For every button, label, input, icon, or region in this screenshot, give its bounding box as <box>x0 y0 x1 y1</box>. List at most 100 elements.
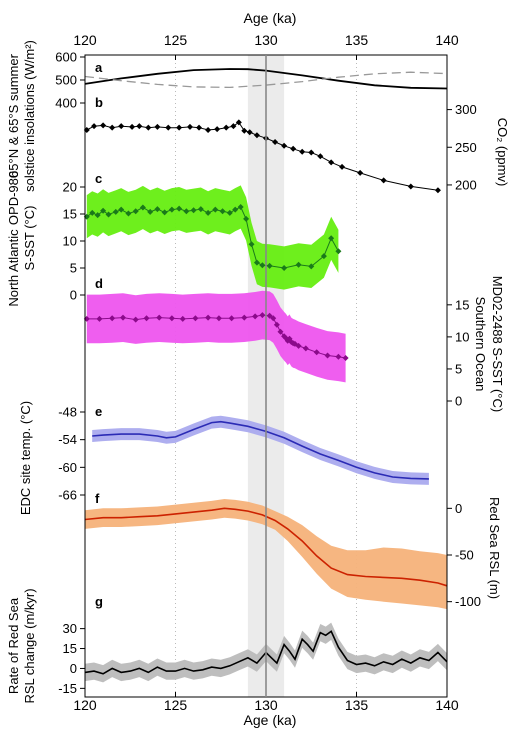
point-opd980 <box>183 208 190 215</box>
y-tick-label-f: -50 <box>455 548 474 563</box>
point-md022488 <box>132 316 139 323</box>
y-tick-label-b: 250 <box>455 140 477 155</box>
point-opd980 <box>105 211 112 218</box>
y-tick-label-g: 30 <box>63 621 77 636</box>
point-opd980 <box>112 208 119 215</box>
point-co2 <box>186 123 193 130</box>
x-tick-label-bottom: 140 <box>435 697 459 713</box>
point-opd980 <box>259 262 266 269</box>
point-co2 <box>246 129 253 136</box>
point-opd980 <box>232 206 239 213</box>
band-rsl <box>85 499 447 610</box>
panel-letter-d: d <box>95 276 103 291</box>
series-line-s65 <box>84 71 448 89</box>
point-md022488 <box>342 355 349 362</box>
series-line-rsl <box>84 507 448 587</box>
point-opd980 <box>237 203 244 210</box>
y-title-co2: CO₂ (ppmv) <box>495 118 508 187</box>
series-line-rate <box>84 630 448 675</box>
y-tick-label-d: 5 <box>455 361 462 376</box>
x-tick-label-top: 120 <box>73 32 97 48</box>
point-opd980 <box>243 215 250 222</box>
series-line-n65 <box>84 68 448 90</box>
point-co2 <box>214 126 221 133</box>
point-opd980 <box>118 206 125 213</box>
point-md022488 <box>259 312 266 319</box>
y-title-north-atlantic: North Atlantic <box>6 229 21 307</box>
point-co2 <box>317 153 324 160</box>
point-opd980 <box>176 205 183 212</box>
point-opd980 <box>168 206 175 213</box>
y-title-rate: Rate of Red Sea <box>6 597 21 694</box>
point-opd980 <box>335 248 342 255</box>
point-co2 <box>281 142 288 149</box>
y-title-opd980-sst: S-SST (°C) <box>22 206 37 271</box>
x-tick-label-top: 130 <box>254 32 278 48</box>
y-tick-label-c: 5 <box>70 261 77 276</box>
y-tick-label-c: 0 <box>70 288 77 303</box>
point-co2 <box>154 123 161 130</box>
y-tick-label-c: 10 <box>63 234 77 249</box>
y-tick-label-e: -60 <box>58 460 77 475</box>
y-tick-label-d: 0 <box>455 394 462 409</box>
y-tick-label-f: 0 <box>455 501 462 516</box>
point-md022488 <box>168 315 175 322</box>
x-tick-label-bottom: 130 <box>254 697 278 713</box>
y-title-southern-ocean: Southern Ocean <box>473 297 488 392</box>
y-tick-label-d: 10 <box>455 329 469 344</box>
point-opd980 <box>205 209 212 216</box>
point-opd980 <box>320 253 327 260</box>
point-opd980 <box>248 241 255 248</box>
point-co2 <box>299 148 306 155</box>
y-tick-label-a: 400 <box>55 96 77 111</box>
y-title-opd980: OPD-980 <box>6 171 21 225</box>
point-co2 <box>328 159 335 166</box>
panel-letter-c: c <box>95 171 102 186</box>
point-co2 <box>196 124 203 131</box>
y-title-rsl: Red Sea RSL (m) <box>487 497 502 599</box>
panel-letter-g: g <box>95 594 103 609</box>
point-md022488 <box>273 321 280 328</box>
point-co2 <box>253 132 260 139</box>
point-co2 <box>100 122 107 129</box>
x-axis-title-top: Age (ka) <box>244 10 297 26</box>
y-tick-label-c: 20 <box>63 180 77 195</box>
point-opd980 <box>125 210 132 217</box>
point-md022488 <box>277 328 284 335</box>
point-co2 <box>205 126 212 133</box>
point-co2 <box>272 138 279 145</box>
point-md022488 <box>324 352 331 359</box>
y-tick-label-f: -100 <box>455 594 481 609</box>
y-title-md022488: MD02-2488 S-SST (°C) <box>490 276 505 412</box>
y-title-edc: EDC site temp. (°C) <box>18 401 33 515</box>
point-co2 <box>357 169 364 176</box>
point-md022488 <box>228 315 235 322</box>
y-tick-label-e: -48 <box>58 405 77 420</box>
point-md022488 <box>295 342 302 349</box>
point-md022488 <box>179 315 186 322</box>
point-md022488 <box>215 315 222 322</box>
y-tick-label-b: 300 <box>455 102 477 117</box>
series-line-co2 <box>86 121 438 191</box>
point-co2 <box>235 119 242 126</box>
point-co2 <box>91 123 98 130</box>
point-opd980 <box>197 206 204 213</box>
point-opd980 <box>89 209 96 216</box>
point-md022488 <box>302 345 309 352</box>
panel-letter-b: b <box>95 95 103 110</box>
y-tick-label-g: -15 <box>58 681 77 696</box>
point-opd980 <box>266 262 273 269</box>
point-co2 <box>407 183 414 190</box>
point-md022488 <box>270 315 277 322</box>
y-tick-label-d: 15 <box>455 297 469 312</box>
panel-letter-a: a <box>95 60 103 75</box>
band-edc <box>92 415 429 485</box>
point-opd980 <box>139 204 146 211</box>
x-axis-title-bottom: Age (ka) <box>244 712 297 728</box>
point-co2 <box>241 127 248 134</box>
x-tick-label-top: 140 <box>435 32 459 48</box>
point-opd980 <box>154 206 161 213</box>
y-tick-label-e: -66 <box>58 488 77 503</box>
point-opd980 <box>212 206 219 213</box>
